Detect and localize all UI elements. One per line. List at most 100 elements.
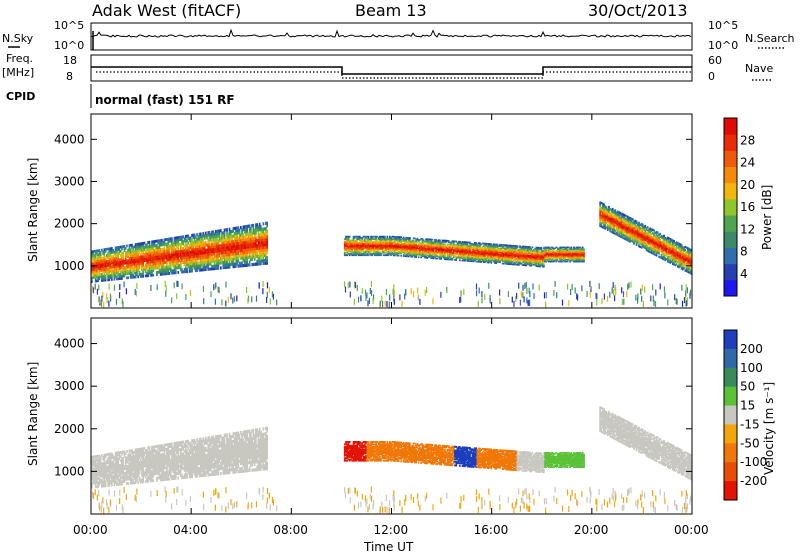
power-cell: [204, 231, 207, 235]
power-cell: [129, 256, 132, 260]
power-cell: [161, 241, 163, 244]
power-cell: [417, 256, 420, 259]
power-cell: [209, 252, 212, 256]
power-cell: [103, 272, 106, 276]
power-cell: [181, 240, 183, 244]
power-cell: [220, 239, 222, 243]
power-cell: [107, 276, 109, 280]
power-cell: [131, 254, 133, 258]
power-cell: [93, 268, 96, 271]
power-cell: [134, 245, 137, 249]
power-cell: [227, 238, 230, 242]
power-cell: [101, 248, 103, 252]
power-cell: [164, 256, 167, 260]
power-cell: [207, 262, 210, 266]
power-cell: [183, 237, 186, 241]
power-cell: [379, 250, 381, 253]
power-cell: [215, 242, 217, 246]
power-cell: [202, 258, 205, 262]
power-cell: [212, 245, 215, 249]
power-cell: [384, 235, 386, 238]
power-cell: [132, 247, 134, 251]
power-cell: [201, 268, 203, 272]
power-cell: [172, 241, 175, 245]
power-cell: [164, 261, 167, 264]
power-cell: [158, 241, 161, 245]
power-cell: [159, 248, 162, 251]
power-cell: [91, 256, 93, 259]
power-cell: [156, 250, 158, 254]
power-cell: [266, 256, 268, 260]
power-cell: [136, 258, 138, 261]
power-cell: [121, 264, 123, 268]
power-cell: [123, 274, 126, 278]
power-cell: [220, 266, 222, 270]
power-cell: [163, 272, 166, 276]
power-cell: [102, 252, 104, 256]
power-cell: [97, 271, 99, 275]
power-cell: [154, 264, 157, 268]
power-cell: [206, 233, 208, 237]
power-cell: [207, 243, 210, 247]
power-cell: [231, 250, 233, 254]
power-cell: [543, 263, 545, 266]
power-cell: [154, 251, 157, 254]
power-cell: [91, 254, 93, 257]
power-cell: [107, 262, 109, 265]
power-cell: [176, 238, 178, 242]
power-cell: [201, 234, 203, 238]
power-cell: [179, 259, 182, 262]
date-title: 30/Oct/2013: [588, 1, 688, 20]
power-cell: [122, 253, 124, 257]
power-cell: [188, 236, 191, 240]
nave-trace: [96, 71, 692, 79]
power-cell: [131, 276, 133, 279]
power-cell: [211, 252, 213, 256]
power-cell: [191, 269, 193, 273]
power-cell: [147, 263, 149, 266]
power-cell: [109, 267, 112, 271]
power-cell: [104, 248, 107, 251]
power-cell: [225, 263, 227, 267]
power-cell: [162, 272, 165, 276]
power-cell: [117, 246, 119, 249]
power-cell: [104, 268, 107, 272]
power-cell: [124, 247, 127, 250]
power-cell: [136, 268, 138, 272]
power-cell: [227, 245, 230, 249]
power-cell: [154, 248, 157, 252]
power-cell: [173, 252, 176, 256]
power-cell: [172, 262, 175, 266]
power-cell: [131, 250, 133, 253]
power-cell: [221, 251, 223, 255]
power-cell: [113, 261, 116, 264]
power-cell: [138, 244, 141, 248]
power-cell: [194, 242, 197, 246]
power-cell: [201, 261, 203, 265]
power-cell: [216, 256, 218, 260]
power-cell: [136, 245, 138, 248]
power-cell: [149, 256, 152, 259]
power-cell: [157, 259, 160, 263]
power-cell: [199, 251, 202, 255]
power-cell: [182, 256, 185, 260]
power-cell: [147, 258, 149, 262]
power-cell: [202, 251, 205, 255]
power-cell: [157, 257, 160, 261]
power-cell: [198, 254, 201, 258]
power-cell: [177, 245, 180, 249]
power-cell: [134, 262, 137, 266]
power-cell: [203, 268, 206, 272]
power-cell: [207, 248, 210, 252]
power-cell: [193, 240, 196, 244]
power-cell: [223, 241, 226, 245]
power-cell: [129, 261, 132, 264]
power-cell: [193, 233, 196, 237]
power-cell: [117, 277, 119, 281]
power-cell: [203, 260, 206, 264]
power-cell: [193, 238, 196, 242]
power-cell: [186, 251, 188, 255]
power-cell: [114, 271, 117, 275]
power-cell: [173, 266, 176, 270]
power-cell: [202, 265, 205, 269]
